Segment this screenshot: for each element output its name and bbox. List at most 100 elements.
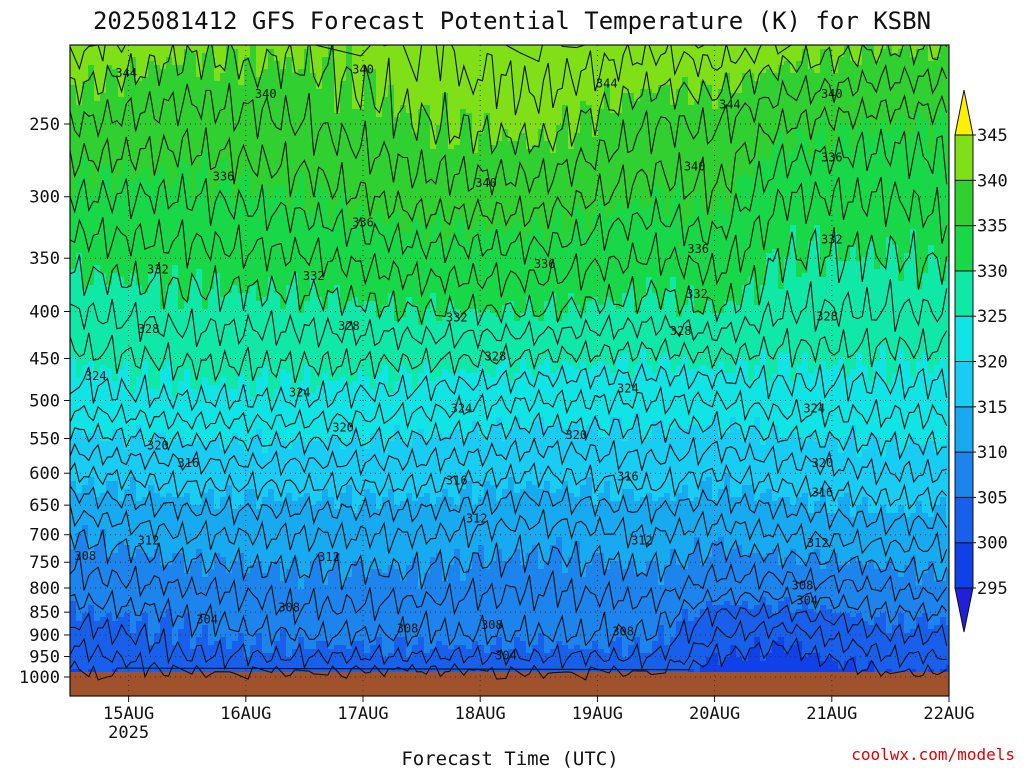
- fill-cell: [88, 497, 95, 502]
- fill-cell: [208, 65, 215, 70]
- fill-cell: [100, 265, 107, 270]
- fill-cell: [244, 105, 251, 110]
- fill-cell: [196, 269, 203, 274]
- fill-cell: [94, 617, 101, 622]
- fill-cell: [154, 373, 161, 378]
- fill-cell: [226, 73, 233, 78]
- fill-cell: [166, 385, 173, 390]
- fill-cell: [226, 89, 233, 94]
- fill-cell: [190, 573, 197, 578]
- fill-cell: [70, 141, 77, 146]
- fill-cell: [184, 405, 191, 410]
- fill-cell: [76, 373, 83, 378]
- fill-cell: [154, 137, 161, 142]
- fill-cell: [184, 321, 191, 326]
- fill-cell: [172, 153, 179, 158]
- fill-cell: [70, 325, 77, 330]
- fill-cell: [178, 569, 185, 574]
- fill-cell: [106, 325, 113, 330]
- fill-cell: [184, 165, 191, 170]
- fill-cell: [76, 241, 83, 246]
- fill-cell: [172, 445, 179, 450]
- fill-cell: [226, 517, 233, 522]
- fill-cell: [244, 437, 251, 442]
- fill-cell: [100, 317, 107, 322]
- fill-cell: [178, 397, 185, 402]
- fill-cell: [124, 49, 131, 54]
- fill-cell: [232, 625, 239, 630]
- fill-cell: [118, 101, 125, 106]
- fill-cell: [208, 345, 215, 350]
- fill-cell: [166, 517, 173, 522]
- fill-cell: [82, 317, 89, 322]
- fill-cell: [202, 353, 209, 358]
- fill-cell: [226, 605, 233, 610]
- fill-cell: [178, 377, 185, 382]
- fill-cell: [250, 313, 257, 318]
- fill-cell: [100, 565, 107, 570]
- fill-cell: [82, 393, 89, 398]
- fill-cell: [148, 309, 155, 314]
- fill-cell: [196, 317, 203, 322]
- fill-cell: [232, 657, 239, 662]
- fill-cell: [220, 393, 227, 398]
- fill-cell: [100, 593, 107, 598]
- fill-cell: [112, 181, 119, 186]
- fill-cell: [220, 345, 227, 350]
- fill-cell: [172, 521, 179, 526]
- fill-cell: [196, 545, 203, 550]
- fill-cell: [82, 661, 89, 666]
- fill-cell: [112, 585, 119, 590]
- fill-cell: [88, 617, 95, 622]
- fill-cell: [202, 233, 209, 238]
- fill-cell: [136, 473, 143, 478]
- fill-cell: [94, 497, 101, 502]
- fill-cell: [244, 225, 251, 230]
- fill-cell: [94, 273, 101, 278]
- fill-cell: [238, 533, 245, 538]
- fill-cell: [202, 169, 209, 174]
- fill-cell: [208, 121, 215, 126]
- fill-cell: [94, 461, 101, 466]
- fill-cell: [154, 569, 161, 574]
- fill-cell: [184, 613, 191, 618]
- fill-cell: [232, 357, 239, 362]
- fill-cell: [220, 609, 227, 614]
- fill-cell: [172, 385, 179, 390]
- fill-cell: [160, 401, 167, 406]
- fill-cell: [184, 117, 191, 122]
- fill-cell: [136, 421, 143, 426]
- fill-cell: [70, 313, 77, 318]
- fill-cell: [142, 213, 149, 218]
- fill-cell: [94, 513, 101, 518]
- fill-cell: [148, 553, 155, 558]
- fill-cell: [76, 77, 83, 82]
- fill-cell: [124, 533, 131, 538]
- fill-cell: [124, 133, 131, 138]
- fill-cell: [76, 505, 83, 510]
- fill-cell: [238, 457, 245, 462]
- fill-cell: [196, 321, 203, 326]
- fill-cell: [220, 233, 227, 238]
- fill-cell: [238, 481, 245, 486]
- fill-cell: [100, 641, 107, 646]
- fill-cell: [124, 169, 131, 174]
- fill-cell: [94, 465, 101, 470]
- fill-cell: [226, 413, 233, 418]
- fill-cell: [154, 109, 161, 114]
- fill-cell: [70, 189, 77, 194]
- fill-cell: [178, 269, 185, 274]
- fill-cell: [118, 301, 125, 306]
- fill-cell: [130, 173, 137, 178]
- fill-cell: [244, 321, 251, 326]
- fill-cell: [100, 385, 107, 390]
- fill-cell: [172, 305, 179, 310]
- fill-cell: [94, 289, 101, 294]
- fill-cell: [88, 57, 95, 62]
- fill-cell: [82, 361, 89, 366]
- fill-cell: [148, 177, 155, 182]
- fill-cell: [214, 565, 221, 570]
- fill-cell: [250, 461, 257, 466]
- fill-cell: [202, 289, 209, 294]
- fill-cell: [172, 333, 179, 338]
